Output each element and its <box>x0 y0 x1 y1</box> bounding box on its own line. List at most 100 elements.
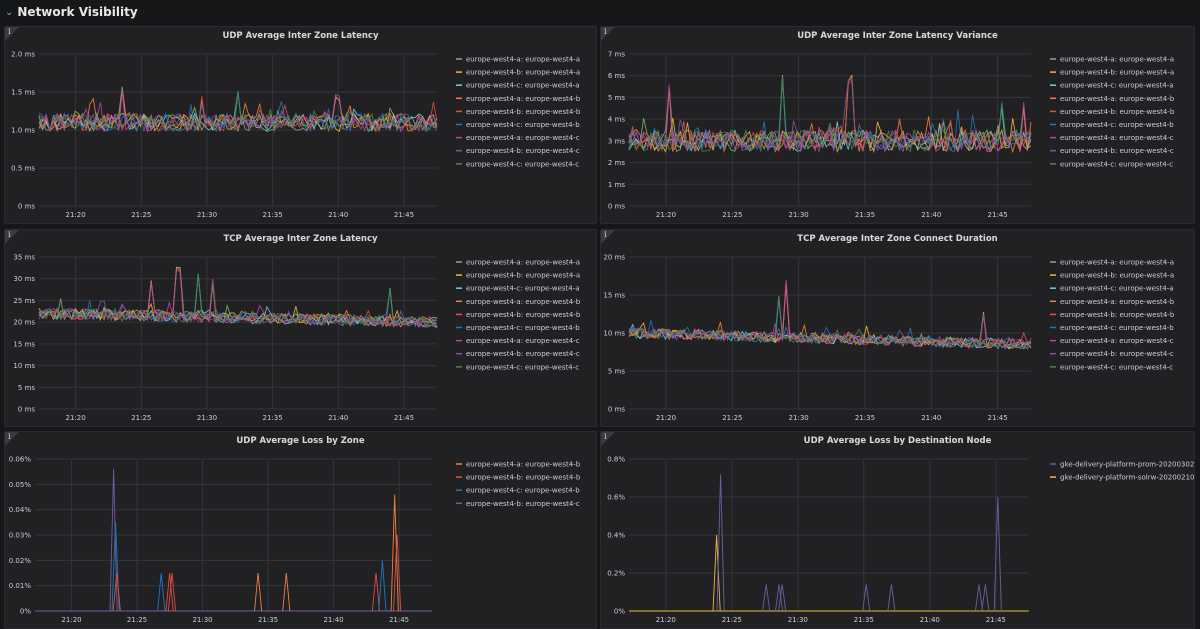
legend-item[interactable]: europe-west4-c: europe-west4-b <box>1060 121 1174 129</box>
legend-item[interactable]: europe-west4-a: europe-west4-b <box>1060 298 1175 306</box>
chart-svg[interactable]: 35 ms 30 ms 25 ms 20 ms 15 ms 10 ms 5 ms 0 ms 21… <box>5 230 596 426</box>
legend-item[interactable]: europe-west4-a: europe-west4-c <box>1060 134 1174 142</box>
panel-title[interactable]: TCP Average Inter Zone Latency <box>223 234 378 244</box>
legend-item[interactable]: europe-west4-c: europe-west4-a <box>466 82 580 90</box>
legend-item[interactable]: europe-west4-c: europe-west4-b <box>466 324 580 332</box>
panel-info-corner[interactable] <box>601 432 615 446</box>
legend-item[interactable]: europe-west4-c: europe-west4-a <box>466 285 580 293</box>
legend-item[interactable]: europe-west4-b: europe-west4-a <box>1060 272 1174 280</box>
chart-svg[interactable]: 20 ms 15 ms 10 ms 5 ms 0 ms 21:20 21:25 21:30 21… <box>601 230 1194 426</box>
series-line <box>628 295 1032 350</box>
legend-item[interactable]: europe-west4-b: europe-west4-c <box>466 350 580 358</box>
y-tick-label: 4 ms <box>608 116 625 124</box>
panel-udp-latency[interactable]: i UDP Average Inter Zone Latency 2.0 ms 1.5… <box>4 26 597 224</box>
y-tick-label: 0% <box>614 608 625 616</box>
legend-item[interactable]: europe-west4-c: europe-west4-c <box>466 363 579 371</box>
series-line <box>628 296 1032 350</box>
legend-item[interactable]: europe-west4-a: europe-west4-b <box>466 95 581 103</box>
panel-info-corner[interactable] <box>5 432 19 446</box>
series-line <box>38 278 438 328</box>
legend-item[interactable]: europe-west4-c: europe-west4-a <box>1060 82 1174 90</box>
legend-item[interactable]: europe-west4-a: europe-west4-c <box>466 134 580 142</box>
panel-title[interactable]: UDP Average Inter Zone Latency <box>222 31 379 41</box>
panel-title[interactable]: TCP Average Inter Zone Connect Duration <box>797 234 998 244</box>
chart-svg[interactable]: 2.0 ms 1.5 ms 1.0 ms 0.5 ms 0 ms 21:20 21:25 21… <box>5 27 596 223</box>
panel-udp-loss-node[interactable]: i UDP Average Loss by Destination Node 0.8… <box>600 431 1195 629</box>
loss-peak <box>109 469 118 612</box>
series-line <box>38 280 438 327</box>
info-icon[interactable]: i <box>604 432 607 441</box>
y-tick-label: 5 ms <box>18 384 35 392</box>
legend-item[interactable]: europe-west4-a: europe-west4-a <box>466 56 580 64</box>
info-icon[interactable]: i <box>8 432 11 441</box>
loss-peak <box>993 496 1002 612</box>
legend-item[interactable]: gke-delivery-platform-solrw-20200210-0a <box>1060 474 1194 482</box>
panel-title[interactable]: UDP Average Loss by Zone <box>236 436 365 446</box>
legend-item[interactable]: europe-west4-c: europe-west4-a <box>1060 285 1174 293</box>
legend-item[interactable]: europe-west4-c: europe-west4-b <box>1060 324 1174 332</box>
panel-info-corner[interactable] <box>601 230 615 244</box>
x-tick-label: 21:20 <box>66 211 86 219</box>
chart-svg[interactable]: 0.8% 0.6% 0.4% 0.2% 0% 21:20 21:25 21:30 21:35 21… <box>601 432 1194 628</box>
legend-item[interactable]: europe-west4-c: europe-west4-c <box>466 160 579 168</box>
legend-item[interactable]: europe-west4-b: europe-west4-a <box>1060 69 1174 77</box>
legend-item[interactable]: gke-delivery-platform-prom-20200302-e5 <box>1060 461 1194 469</box>
legend-item[interactable]: europe-west4-a: europe-west4-b <box>466 461 581 469</box>
x-tick-label: 21:40 <box>328 414 348 422</box>
panel-tcp-connect[interactable]: i TCP Average Inter Zone Connect Duration… <box>600 229 1195 427</box>
panel-udp-variance[interactable]: i UDP Average Inter Zone Latency Variance… <box>600 26 1195 224</box>
legend-item[interactable]: europe-west4-a: europe-west4-c <box>466 337 580 345</box>
legend-item[interactable]: europe-west4-c: europe-west4-c <box>1060 160 1173 168</box>
legend-item[interactable]: europe-west4-a: europe-west4-b <box>1060 95 1175 103</box>
y-tick-label: 6 ms <box>608 72 625 80</box>
legend-item[interactable]: europe-west4-a: europe-west4-a <box>1060 56 1174 64</box>
loss-peak <box>778 584 787 612</box>
panel-title[interactable]: UDP Average Inter Zone Latency Variance <box>797 31 998 41</box>
legend-item[interactable]: europe-west4-b: europe-west4-c <box>1060 147 1174 155</box>
panel-title[interactable]: UDP Average Loss by Destination Node <box>803 436 992 446</box>
panel-info-corner[interactable] <box>601 27 615 41</box>
chart-svg[interactable]: 0.06% 0.05% 0.04% 0.03% 0.02% 0.01% 0% 21:20 21:… <box>5 432 596 628</box>
panel-info-corner[interactable] <box>5 27 19 41</box>
legend-item[interactable]: europe-west4-c: europe-west4-b <box>466 487 580 495</box>
panel-tcp-latency[interactable]: i TCP Average Inter Zone Latency 35 ms 30 m… <box>4 229 597 427</box>
info-icon[interactable]: i <box>8 27 11 36</box>
row-header[interactable]: ⌄ Network Visibility <box>0 0 1200 24</box>
y-tick-label: 0 ms <box>18 406 35 414</box>
panel-info-corner[interactable] <box>5 230 19 244</box>
legend-item[interactable]: europe-west4-b: europe-west4-b <box>466 311 581 319</box>
y-tick-label: 35 ms <box>13 254 35 262</box>
info-icon[interactable]: i <box>8 230 11 239</box>
legend-item[interactable]: europe-west4-a: europe-west4-c <box>1060 337 1174 345</box>
legend-item[interactable]: europe-west4-b: europe-west4-a <box>466 272 580 280</box>
loss-peak <box>378 560 387 612</box>
x-tick-label: 21:40 <box>920 616 940 624</box>
x-tick-label: 21:35 <box>263 414 283 422</box>
legend-item[interactable]: europe-west4-b: europe-west4-b <box>466 108 581 116</box>
loss-peak <box>862 584 871 612</box>
info-icon[interactable]: i <box>604 230 607 239</box>
loss-peak <box>112 572 121 612</box>
legend-item[interactable]: europe-west4-c: europe-west4-b <box>466 121 580 129</box>
chevron-down-icon[interactable]: ⌄ <box>5 6 14 18</box>
legend-item[interactable]: europe-west4-b: europe-west4-b <box>1060 108 1175 116</box>
x-tick-label: 21:45 <box>394 414 414 422</box>
x-tick-label: 21:35 <box>855 414 875 422</box>
legend-item[interactable]: europe-west4-b: europe-west4-c <box>1060 350 1174 358</box>
x-tick-label: 21:25 <box>131 414 151 422</box>
y-tick-label: 1.5 ms <box>11 89 35 97</box>
x-tick-label: 21:20 <box>656 211 676 219</box>
legend-item[interactable]: europe-west4-a: europe-west4-a <box>1060 259 1174 267</box>
legend-item[interactable]: europe-west4-b: europe-west4-b <box>1060 311 1175 319</box>
legend-item[interactable]: europe-west4-b: europe-west4-c <box>466 147 580 155</box>
info-icon[interactable]: i <box>604 27 607 36</box>
panel-udp-loss-zone[interactable]: i UDP Average Loss by Zone 0.06% 0.05% 0.04%… <box>4 431 597 629</box>
y-tick-label: 20 ms <box>603 254 625 262</box>
legend-item[interactable]: europe-west4-c: europe-west4-c <box>1060 363 1173 371</box>
legend-item[interactable]: europe-west4-b: europe-west4-b <box>466 474 581 482</box>
legend-item[interactable]: europe-west4-b: europe-west4-c <box>466 500 580 508</box>
legend-item[interactable]: europe-west4-a: europe-west4-a <box>466 259 580 267</box>
legend-item[interactable]: europe-west4-b: europe-west4-a <box>466 69 580 77</box>
legend-item[interactable]: europe-west4-a: europe-west4-b <box>466 298 581 306</box>
chart-svg[interactable]: 7 ms 6 ms 5 ms 4 ms 3 ms 2 ms 1 ms 0 ms 21:20 21:… <box>601 27 1194 223</box>
